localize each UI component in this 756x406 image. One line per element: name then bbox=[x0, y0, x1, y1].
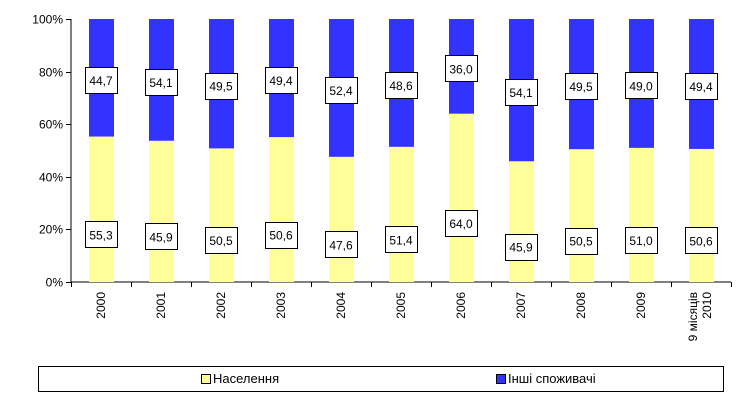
bar-segment bbox=[569, 149, 594, 282]
data-label: 54,1 bbox=[509, 86, 533, 100]
x-tick-label: 2004 bbox=[334, 292, 348, 319]
x-tick-label: 2002 bbox=[214, 292, 228, 319]
x-tick-label: 2008 bbox=[574, 292, 588, 319]
data-label-box bbox=[505, 79, 538, 106]
bar-segment bbox=[629, 147, 654, 282]
data-label: 51,0 bbox=[629, 234, 653, 248]
y-tick-label: 80% bbox=[39, 66, 63, 80]
x-tick-label: 2007 bbox=[514, 292, 528, 319]
data-label-box bbox=[685, 73, 718, 100]
legend-item-inshi: Інші споживачі bbox=[496, 372, 596, 386]
data-label: 55,3 bbox=[89, 228, 113, 242]
legend-item-naselennia: Населення bbox=[201, 372, 279, 386]
bar-segment bbox=[509, 161, 534, 282]
data-label-box bbox=[145, 223, 178, 250]
data-label: 52,4 bbox=[329, 84, 353, 98]
legend-label-naselennia: Населення bbox=[213, 371, 280, 386]
x-tick-label: 9 місяців2010 bbox=[686, 292, 714, 342]
data-label-box bbox=[205, 227, 238, 254]
data-label-box bbox=[265, 67, 298, 94]
data-label-box bbox=[385, 72, 418, 99]
data-label: 50,6 bbox=[689, 234, 713, 248]
bar-segment bbox=[689, 148, 714, 282]
bar-segment bbox=[449, 113, 474, 283]
y-tick-label: 40% bbox=[39, 171, 63, 185]
data-label: 64,0 bbox=[449, 217, 473, 231]
x-tick-label: 2003 bbox=[274, 292, 288, 319]
data-label-box bbox=[685, 227, 718, 254]
data-label: 51,4 bbox=[389, 233, 413, 247]
bar-segment bbox=[389, 146, 414, 282]
y-tick-label: 20% bbox=[39, 223, 63, 237]
data-label: 45,9 bbox=[149, 230, 173, 244]
data-label: 50,6 bbox=[269, 229, 293, 243]
data-label-box bbox=[445, 210, 478, 237]
x-tick-label: 2001 bbox=[154, 292, 168, 319]
data-label-box bbox=[265, 222, 298, 249]
bar-segment bbox=[269, 137, 294, 282]
data-label: 50,5 bbox=[569, 235, 593, 249]
data-label: 49,5 bbox=[209, 80, 233, 94]
legend: Населення Інші споживачі bbox=[38, 366, 724, 392]
data-label: 36,0 bbox=[449, 62, 473, 76]
data-label-box bbox=[325, 231, 358, 258]
data-label: 49,4 bbox=[689, 80, 713, 94]
data-label: 54,1 bbox=[149, 76, 173, 90]
data-label: 45,9 bbox=[509, 241, 533, 255]
data-label-box bbox=[85, 67, 118, 94]
bar-segment bbox=[329, 156, 354, 282]
data-label-box bbox=[625, 72, 658, 99]
y-tick-label: 100% bbox=[32, 13, 63, 27]
data-label: 49,0 bbox=[629, 79, 653, 93]
data-label-box bbox=[625, 227, 658, 254]
y-tick-label: 0% bbox=[46, 276, 64, 290]
data-label: 44,7 bbox=[89, 74, 113, 88]
data-label: 47,6 bbox=[329, 238, 353, 252]
data-label-box bbox=[565, 73, 598, 100]
data-label: 48,6 bbox=[389, 79, 413, 93]
legend-swatch-naselennia bbox=[201, 374, 211, 384]
data-label-box bbox=[385, 226, 418, 253]
bar-segment bbox=[89, 136, 114, 282]
data-label-box bbox=[325, 77, 358, 104]
bar-segment bbox=[209, 148, 234, 282]
data-label-box bbox=[505, 234, 538, 261]
x-tick-label: 2009 bbox=[634, 292, 648, 319]
legend-swatch-inshi bbox=[496, 374, 506, 384]
data-label-box bbox=[145, 69, 178, 96]
data-label: 50,5 bbox=[209, 234, 233, 248]
data-label-box bbox=[205, 73, 238, 100]
bar-segment bbox=[149, 140, 174, 282]
data-label-box bbox=[445, 55, 478, 82]
x-tick-label: 2000 bbox=[94, 292, 108, 319]
data-label: 49,4 bbox=[269, 74, 293, 88]
data-label: 49,5 bbox=[569, 80, 593, 94]
legend-label-inshi: Інші споживачі bbox=[508, 371, 596, 386]
x-tick-label: 2005 bbox=[394, 292, 408, 319]
y-tick-label: 60% bbox=[39, 118, 63, 132]
data-label-box bbox=[565, 228, 598, 255]
x-tick-label: 2006 bbox=[454, 292, 468, 319]
data-label-box bbox=[85, 221, 118, 248]
